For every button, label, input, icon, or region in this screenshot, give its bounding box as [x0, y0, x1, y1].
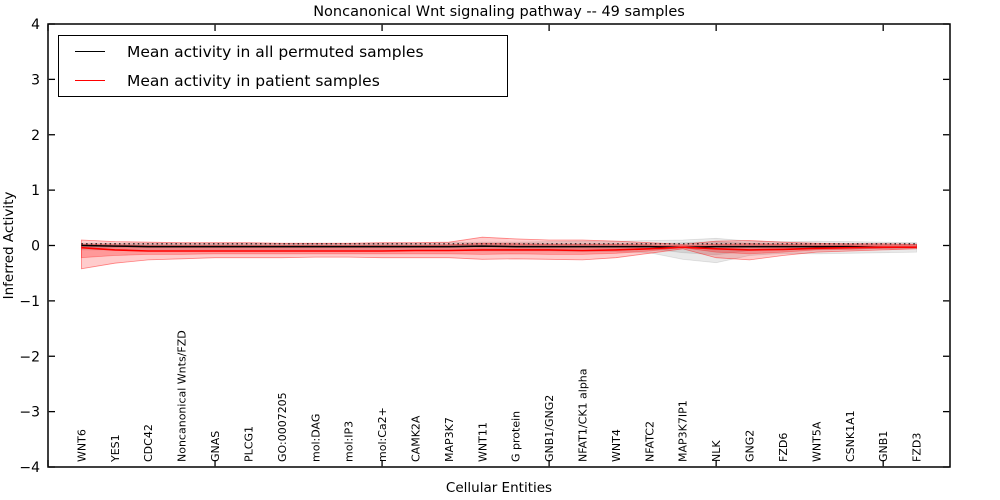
x-category-label: GNB1/GNG2	[543, 395, 556, 462]
x-category-label: FZD3	[911, 433, 924, 462]
x-category-label: GNAS	[209, 431, 222, 462]
y-axis-label: Inferred Activity	[1, 192, 17, 300]
y-tick-label: 0	[31, 239, 40, 255]
x-category-label: WNT4	[610, 429, 623, 462]
patient-line-swatch	[75, 80, 105, 81]
x-category-label: MAP3K7IP1	[677, 400, 690, 462]
x-category-label: mol:DAG	[309, 414, 322, 462]
series-lines-layer	[81, 243, 917, 252]
x-category-label: CSNK1A1	[844, 410, 857, 462]
tick-label-layer: −4 −3 −2 −1 0 1 2 3 4 WNT6 YES1 CDC42 Noncanonical W…	[19, 17, 923, 476]
x-category-label: GNG2	[744, 430, 757, 462]
x-category-label: CAMK2A	[410, 415, 423, 462]
x-category-label: PLCG1	[242, 426, 255, 462]
y-tick-label: −4	[19, 460, 40, 476]
x-axis-label: Cellular Entities	[446, 480, 552, 496]
x-category-label: G protein	[510, 411, 523, 462]
x-category-label: Noncanonical Wnts/FZD	[176, 330, 189, 462]
x-category-label: NFATC2	[643, 421, 656, 462]
confidence-bands-layer	[81, 236, 917, 270]
legend-item-permuted: Mean activity in all permuted samples	[59, 37, 507, 66]
y-tick-label: −2	[19, 349, 40, 365]
y-tick-label: 2	[31, 128, 40, 144]
axes-layer	[47, 23, 951, 468]
legend-label-permuted: Mean activity in all permuted samples	[127, 42, 424, 61]
x-category-label: CDC42	[142, 424, 155, 462]
x-category-label: NLK	[710, 440, 723, 462]
x-category-label: WNT11	[476, 422, 489, 462]
patient-range-outer-band	[81, 236, 917, 270]
x-category-label: NFAT1/CK1 alpha	[577, 368, 590, 462]
y-tick-label: 3	[31, 72, 40, 88]
legend: Mean activity in all permuted samples Me…	[58, 35, 508, 97]
x-category-label: mol:Ca2+	[376, 407, 389, 462]
y-tick-label: −1	[19, 294, 40, 310]
x-category-label: mol:IP3	[343, 421, 356, 462]
permuted-range-inner-band	[81, 241, 917, 256]
x-category-label: WNT6	[75, 429, 88, 462]
permuted-line-swatch	[75, 51, 105, 52]
x-category-label: GNB1	[877, 431, 890, 462]
y-tick-label: 1	[31, 183, 40, 199]
x-category-label: YES1	[109, 434, 122, 463]
x-category-label: MAP3K7	[443, 417, 456, 462]
series-line-mean-activity-in-patient-samples	[81, 246, 917, 252]
series-line-mean-activity-in-all-permuted-samples	[81, 244, 917, 248]
y-tick-label: 4	[31, 17, 40, 33]
x-category-label: FZD6	[777, 433, 790, 462]
chart-title: Noncanonical Wnt signaling pathway -- 49…	[313, 4, 685, 20]
y-tick-label: −3	[19, 405, 40, 421]
legend-item-patient: Mean activity in patient samples	[59, 66, 507, 95]
plot-frame	[47, 23, 951, 468]
x-category-label: WNT5A	[810, 421, 823, 462]
x-category-label: GO:0007205	[276, 392, 289, 462]
legend-label-patient: Mean activity in patient samples	[127, 71, 380, 90]
